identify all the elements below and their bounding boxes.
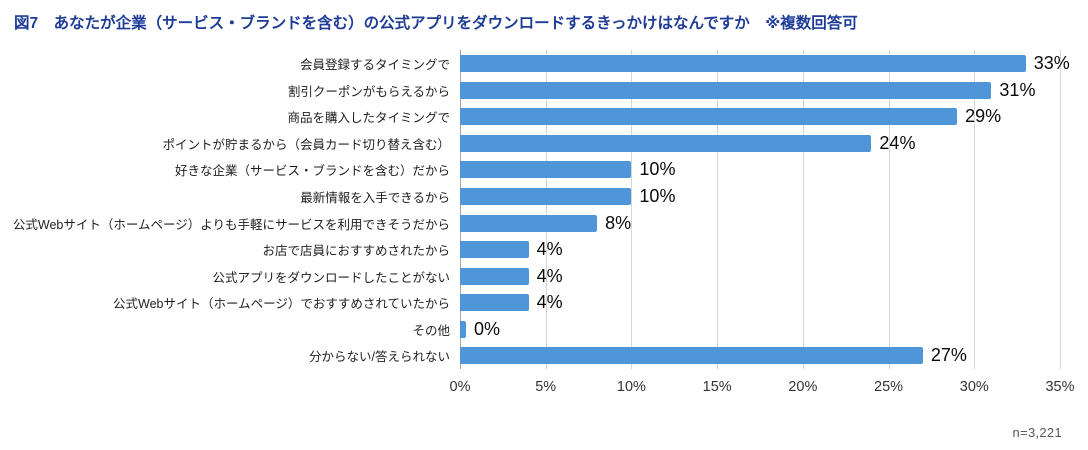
category-label: 分からない/答えられない: [309, 350, 450, 365]
value-label: 33%: [1033, 52, 1070, 73]
bar-row: 33%: [460, 50, 1070, 77]
gridline: [1060, 50, 1061, 370]
gridline: [631, 50, 633, 370]
value-label: 4%: [536, 292, 563, 313]
gridline: [888, 50, 890, 370]
x-tick-label: 20%: [788, 379, 818, 396]
category-label: 最新情報を入手できるから: [300, 190, 450, 205]
x-tick-label: 15%: [702, 379, 732, 396]
bar: [460, 241, 529, 259]
plot-inner: 33% 31% 29% 24% 10% 10% 8% 4% 4% 4% 0% 27%: [460, 50, 1070, 370]
x-tick-label: 0%: [449, 379, 471, 396]
category-label: 公式Webサイト（ホームページ）でおすすめされていたから: [113, 297, 450, 312]
category-label: 公式Webサイト（ホームページ）よりも手軽にサービスを利用できそうだから: [12, 217, 450, 232]
value-label: 8%: [605, 212, 632, 233]
gridline: [974, 50, 976, 370]
bar: [460, 320, 466, 338]
category-label: その他: [412, 323, 450, 338]
bar: [460, 134, 872, 152]
value-label: 0%: [474, 318, 501, 339]
gridlines: [460, 50, 1061, 370]
bar-row: 0%: [460, 316, 1060, 343]
bar: [460, 187, 632, 205]
category-labels-column: 会員登録するタイミングで割引クーポンがもらえるから 商品を購入したタイミングでポイ…: [8, 50, 460, 369]
value-label: 10%: [639, 159, 676, 180]
value-label: 31%: [999, 79, 1036, 100]
category-label: ポイントが貯まるから（会員カード切り替え含む）: [162, 137, 450, 152]
x-axis: 0% 5% 10% 15% 20% 25% 30% 35%: [450, 377, 1075, 401]
bar: [460, 347, 923, 365]
value-label: 10%: [639, 185, 676, 206]
bar-row: 4%: [460, 236, 1060, 263]
bar-row: 4%: [460, 263, 1060, 290]
bars-container: 33% 31% 29% 24% 10% 10% 8% 4% 4% 4% 0% 27%: [460, 50, 1070, 370]
x-tick-label: 10%: [616, 379, 646, 396]
sample-size: n=3,221: [1012, 425, 1062, 440]
chart-title: 図7 あなたが企業（サービス・ブランドを含む）の公式アプリをダウンロードするきっ…: [14, 15, 858, 32]
x-tick-label: 35%: [1045, 379, 1075, 396]
x-tick-label: 30%: [959, 379, 989, 396]
bar: [460, 54, 1026, 72]
bar-row: 10%: [460, 183, 1060, 210]
bar: [460, 108, 958, 126]
gridline: [802, 50, 804, 370]
category-label: 好きな企業（サービス・ブランドを含む）だから: [174, 164, 450, 179]
bar-row: 31%: [460, 77, 1060, 104]
bar-row: 27%: [460, 343, 1060, 370]
bar-row: 10%: [460, 157, 1060, 184]
category-label: 会員登録するタイミングで: [299, 57, 450, 72]
bar-row: 29%: [460, 103, 1060, 130]
x-tick-label: 5%: [535, 379, 557, 396]
figure7-bar-chart: 会員登録するタイミングで割引クーポンがもらえるから 商品を購入したタイミングでポイ…: [8, 50, 1075, 401]
value-label: 24%: [879, 132, 916, 153]
bar-row: 8%: [460, 210, 1060, 237]
bar-row: 24%: [460, 130, 1060, 157]
category-label: 商品を購入したタイミングで: [287, 111, 450, 126]
plot-area: 33% 31% 29% 24% 10% 10% 8% 4% 4% 4% 0% 27% 0% 5% 10% 1…: [450, 50, 1075, 401]
value-label: 4%: [536, 265, 563, 286]
gridline: [460, 50, 461, 370]
bar: [460, 81, 992, 99]
bar: [460, 161, 632, 179]
bar: [460, 294, 529, 312]
x-tick-label: 25%: [874, 379, 904, 396]
gridline: [545, 50, 547, 370]
value-label: 29%: [965, 106, 1002, 127]
value-label: 4%: [536, 239, 563, 260]
category-label: お店で店員におすすめされたから: [262, 244, 450, 259]
gridline: [717, 50, 719, 370]
category-label: 割引クーポンがもらえるから: [287, 84, 450, 99]
category-label: 公式アプリをダウンロードしたことがない: [212, 270, 450, 285]
value-label: 27%: [930, 345, 967, 366]
bar: [460, 267, 529, 285]
bar-row: 4%: [460, 289, 1060, 316]
bar: [460, 214, 598, 232]
